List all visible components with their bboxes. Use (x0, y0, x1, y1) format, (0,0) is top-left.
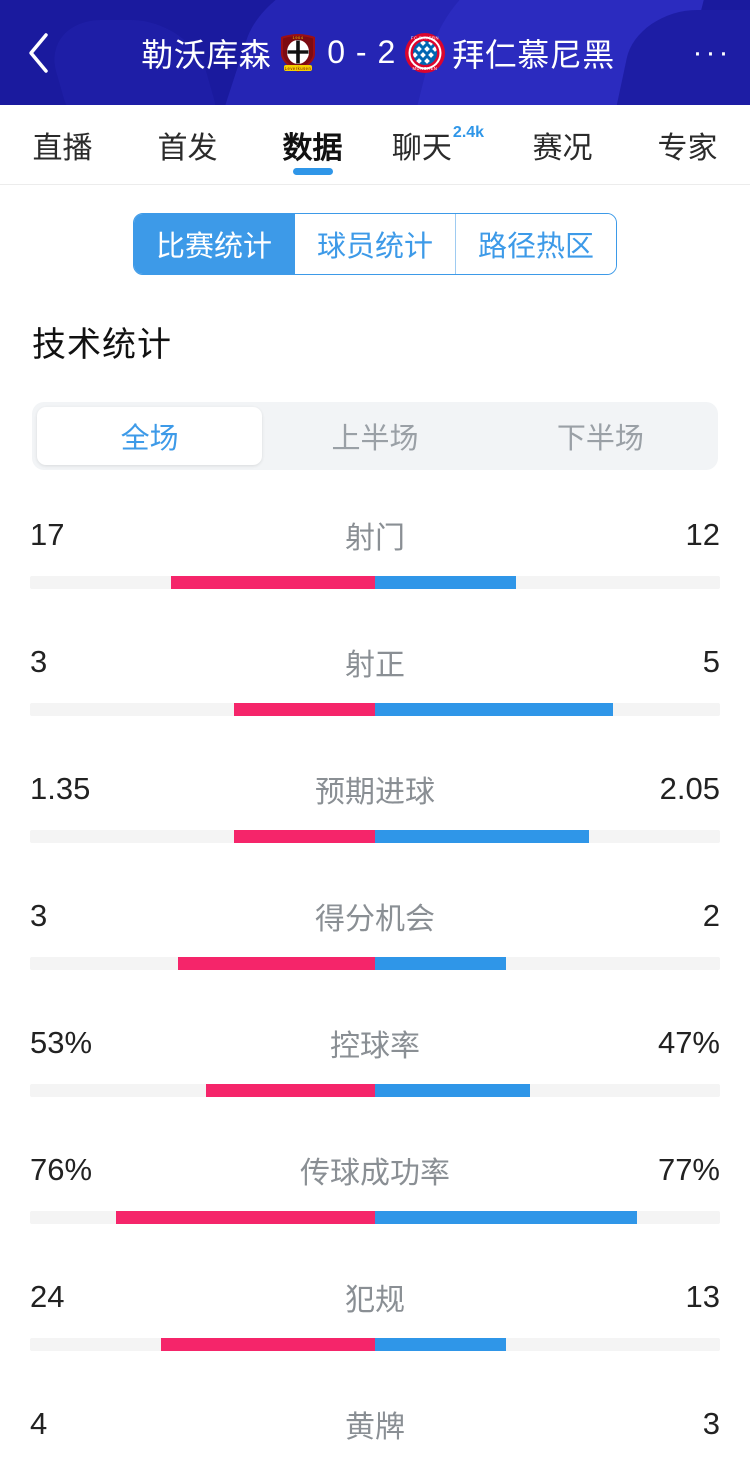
tab-label: 数据 (282, 131, 343, 165)
stat-row-possession: 53% 控球率 47% (0, 1012, 750, 1097)
more-options-button[interactable]: ··· (680, 0, 750, 105)
match-title: 勒沃库森 1904 Leverkusen 0 - 2 (76, 30, 680, 76)
stat-row-expected-goals: 1.35 预期进球 2.05 (0, 758, 750, 843)
stat-bar-track (30, 1211, 720, 1224)
more-horizontal-icon: ··· (692, 35, 732, 69)
stat-home-value: 3 (30, 644, 48, 679)
stat-away-value: 77% (657, 1152, 720, 1187)
svg-text:Leverkusen: Leverkusen (285, 65, 312, 70)
stat-bar-home (233, 830, 375, 843)
tab-label: 直播 (32, 131, 93, 165)
stat-home-value: 3 (30, 898, 48, 933)
home-team-name: 勒沃库森 (141, 36, 272, 73)
segment-pass-heatmap[interactable]: 路径热区 (456, 214, 617, 274)
stat-label: 犯规 (345, 1284, 405, 1317)
stat-bar-away (375, 1338, 507, 1351)
tab-lineup[interactable]: 首发 (125, 105, 250, 185)
stats-list: 17 射门 12 3 射正 5 1.35 预期进球 2.05 (0, 470, 750, 1458)
stat-bar-away (375, 1084, 531, 1097)
bayern-munich-logo: FC BAYERN MÜNCHEN (404, 32, 446, 74)
tab-stats[interactable]: 数据 (250, 105, 375, 185)
stat-label: 传球成功率 (300, 1157, 450, 1190)
tab-label: 赛况 (532, 131, 593, 165)
match-score: 0 - 2 (327, 34, 397, 70)
stat-bar-track (30, 1084, 720, 1097)
stat-bar-track (30, 1338, 720, 1351)
stat-away-value: 13 (685, 1279, 720, 1314)
stat-bar-away (375, 1211, 638, 1224)
stat-away-value: 2.05 (659, 771, 720, 806)
match-header: 勒沃库森 1904 Leverkusen 0 - 2 (0, 0, 750, 105)
tab-label: 聊天 (391, 131, 452, 165)
stat-label: 射正 (345, 649, 405, 682)
stat-away-value: 47% (657, 1025, 720, 1060)
stat-home-value: 53% (30, 1025, 93, 1060)
section-title: 技术统计 (32, 326, 172, 364)
stat-row-pass-accuracy: 76% 传球成功率 77% (0, 1139, 750, 1224)
period-selector: 全场 上半场 下半场 (32, 402, 718, 470)
tab-experts[interactable]: 专家 (625, 105, 750, 185)
stat-bar-home (116, 1211, 375, 1224)
period-first-half[interactable]: 上半场 (331, 423, 419, 455)
stat-bar-home (178, 957, 375, 970)
tab-chat[interactable]: 聊天 2.4k (375, 105, 500, 185)
chevron-left-icon (26, 32, 50, 74)
stat-label: 黄牌 (345, 1411, 405, 1444)
stat-bar-track (30, 957, 720, 970)
stat-row-shots: 17 射门 12 (0, 504, 750, 589)
svg-text:FC BAYERN: FC BAYERN (411, 35, 439, 40)
stat-row-fouls: 24 犯规 13 (0, 1266, 750, 1351)
stat-bar-away (375, 830, 589, 843)
stat-away-value: 2 (702, 898, 720, 933)
main-tabbar: 直播 首发 数据 聊天 2.4k 赛况 专家 (0, 105, 750, 185)
segment-match-stats[interactable]: 比赛统计 (133, 214, 295, 274)
chat-count-badge: 2.4k (452, 123, 485, 141)
stat-away-value: 5 (702, 644, 720, 679)
stat-home-value: 4 (30, 1406, 48, 1441)
period-selector-wrap: 全场 上半场 下半场 (0, 366, 750, 470)
tab-label: 首发 (157, 131, 218, 165)
stat-row-big-chances: 3 得分机会 2 (0, 885, 750, 970)
stat-bar-home (171, 576, 375, 589)
period-second-half[interactable]: 下半场 (556, 423, 644, 455)
away-team-name: 拜仁慕尼黑 (452, 36, 615, 73)
stat-bar-home (161, 1338, 375, 1351)
stat-label: 控球率 (330, 1030, 420, 1063)
stat-row-shots-on-target: 3 射正 5 (0, 631, 750, 716)
svg-text:1904: 1904 (293, 35, 304, 40)
stat-label: 射门 (345, 522, 405, 555)
stat-bar-home (233, 703, 375, 716)
svg-text:MÜNCHEN: MÜNCHEN (413, 66, 438, 71)
stat-bar-away (375, 957, 507, 970)
stats-view-switcher: 比赛统计 球员统计 路径热区 (132, 213, 618, 275)
stat-home-value: 1.35 (30, 771, 91, 806)
stat-bar-track (30, 830, 720, 843)
period-fulltime[interactable]: 全场 (37, 407, 263, 465)
tab-label: 专家 (657, 131, 718, 165)
tab-live[interactable]: 直播 (0, 105, 125, 185)
stat-bar-home (205, 1084, 375, 1097)
stat-away-value: 3 (702, 1406, 720, 1441)
stat-bar-track (30, 703, 720, 716)
stat-bar-away (375, 576, 517, 589)
stat-home-value: 76% (30, 1152, 93, 1187)
stat-bar-track (30, 576, 720, 589)
stat-home-value: 17 (30, 517, 65, 552)
stat-away-value: 12 (685, 517, 720, 552)
stat-label: 预期进球 (315, 776, 435, 809)
stat-home-value: 24 (30, 1279, 65, 1314)
stat-row-yellow-cards: 4 黄牌 3 (0, 1393, 750, 1458)
tab-active-underline (292, 167, 333, 175)
tab-matchinfo[interactable]: 赛况 (500, 105, 625, 185)
segment-player-stats[interactable]: 球员统计 (294, 214, 456, 274)
stat-bar-away (375, 703, 614, 716)
back-button[interactable] (0, 0, 76, 105)
stat-label: 得分机会 (315, 903, 435, 936)
bayer-leverkusen-logo: 1904 Leverkusen (277, 32, 319, 74)
stats-view-switcher-wrap: 比赛统计 球员统计 路径热区 (0, 185, 750, 275)
